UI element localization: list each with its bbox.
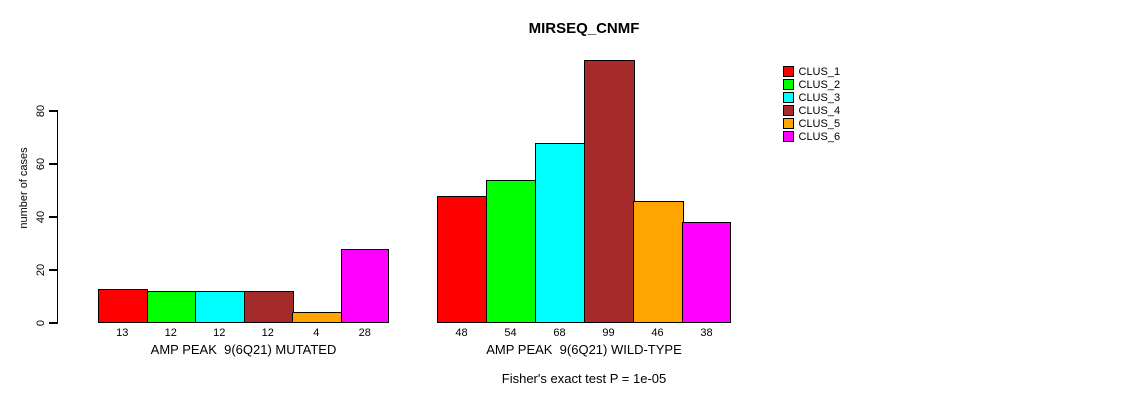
- legend: CLUS_1 CLUS_2 CLUS_3 CLUS_4 CLUS_5 CLUS_6: [783, 65, 840, 143]
- legend-item-label: CLUS_4: [798, 104, 841, 117]
- bar-value-label: 54: [504, 327, 517, 339]
- bar-clus_4: [584, 60, 635, 323]
- legend-item: CLUS_6: [783, 130, 840, 143]
- legend-item: CLUS_5: [783, 117, 840, 130]
- legend-item: CLUS_3: [783, 91, 840, 104]
- bar-clus_6: [682, 222, 731, 323]
- y-axis-title: number of cases: [18, 147, 30, 229]
- y-axis-tick: [48, 163, 58, 165]
- legend-swatch-clus_5: [783, 118, 794, 129]
- bar-clus_3: [535, 142, 586, 323]
- y-axis-tick: [48, 216, 58, 218]
- bar-value-label: 68: [553, 327, 566, 339]
- bar-value-label: 12: [261, 327, 274, 339]
- y-axis-tick-label: 20: [35, 263, 47, 277]
- legend-item-label: CLUS_1: [798, 65, 841, 78]
- bar-clus_3: [195, 291, 245, 323]
- y-axis-tick: [48, 110, 58, 112]
- bar-value-label: 13: [116, 327, 129, 339]
- y-axis-tick-label: 80: [35, 104, 47, 117]
- legend-swatch-clus_1: [783, 66, 794, 77]
- bar-value-label: 48: [455, 327, 468, 339]
- legend-item-label: CLUS_2: [798, 78, 841, 91]
- chart-title: MIRSEQ_CNMF: [528, 20, 640, 37]
- bar-value-label: 12: [213, 327, 226, 339]
- y-axis-tick: [48, 322, 58, 324]
- y-axis-tick-label: 0: [35, 319, 47, 327]
- legend-item-label: CLUS_3: [798, 91, 841, 104]
- bar-clus_2: [146, 291, 197, 323]
- legend-item: CLUS_1: [783, 65, 840, 78]
- x-axis-group-label: AMP PEAK 9(6Q21) WILD-TYPE: [486, 342, 682, 357]
- x-axis-group-label: AMP PEAK 9(6Q21) MUTATED: [150, 342, 337, 357]
- y-axis-line: [56, 110, 58, 325]
- bar-value-label: 46: [651, 327, 664, 339]
- bar-clus_5: [633, 200, 684, 323]
- legend-swatch-clus_3: [783, 92, 794, 103]
- legend-item: CLUS_2: [783, 78, 840, 91]
- bar-value-label: 99: [602, 327, 615, 339]
- bar-clus_5: [292, 312, 342, 323]
- fisher-test-annotation: Fisher's exact test P = 1e-05: [501, 371, 667, 386]
- bar-clus_1: [437, 195, 488, 323]
- legend-swatch-clus_4: [783, 105, 794, 116]
- y-axis-tick-label: 40: [35, 210, 47, 224]
- legend-swatch-clus_2: [783, 79, 794, 90]
- bar-value-label: 12: [164, 327, 177, 339]
- bar-clus_6: [340, 248, 389, 323]
- legend-item-label: CLUS_6: [798, 130, 841, 143]
- y-axis-tick: [48, 269, 58, 271]
- legend-swatch-clus_6: [783, 131, 794, 142]
- bar-value-label: 28: [358, 327, 371, 339]
- bar-clus_1: [98, 288, 148, 323]
- y-axis-tick-label: 60: [35, 157, 47, 170]
- bar-value-label: 4: [313, 327, 320, 339]
- legend-item: CLUS_4: [783, 104, 840, 117]
- legend-item-label: CLUS_5: [798, 117, 841, 130]
- bar-value-label: 38: [700, 327, 713, 339]
- bar-clus_4: [243, 291, 294, 323]
- bar-clus_2: [486, 179, 537, 323]
